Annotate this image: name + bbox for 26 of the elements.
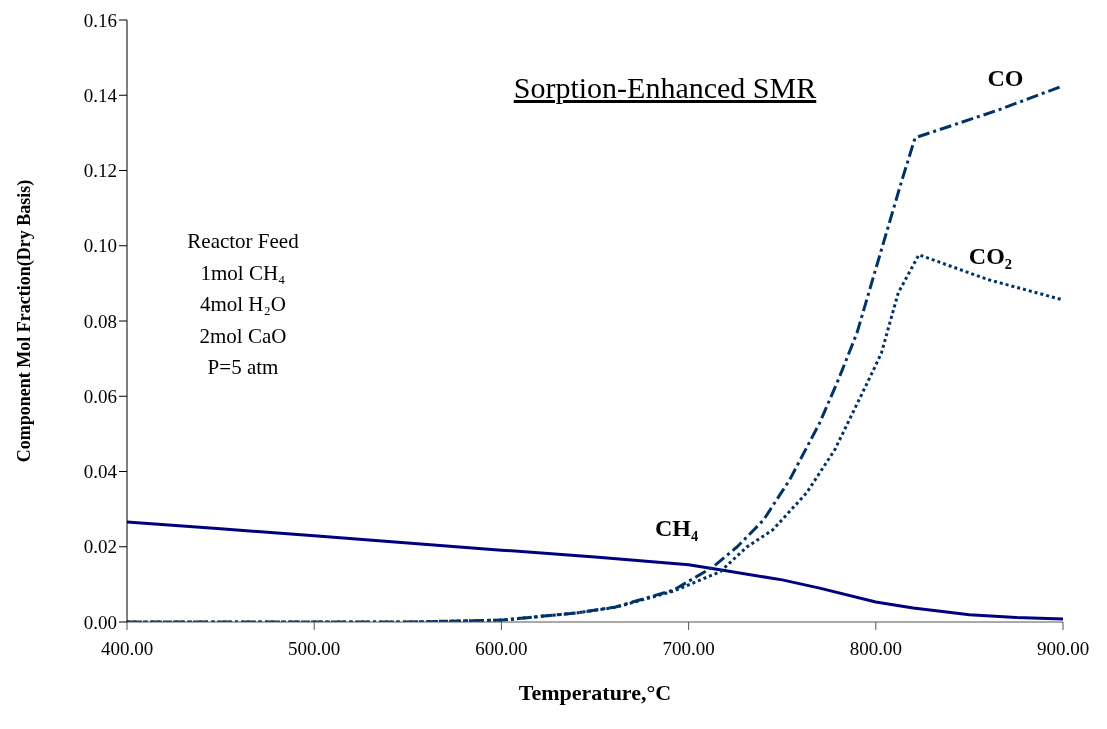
annotation: 2mol CaO [198,322,288,350]
y-tick-label: 0.12 [83,160,117,182]
x-axis-title: Temperature,°C [518,680,672,705]
x-tick-label: 700.00 [662,638,715,660]
x-tick-label: 900.00 [1036,638,1090,660]
x-tick-label: 800.00 [849,638,902,660]
annotation: 4mol H₂O [198,291,288,318]
annotation: Reactor Feed [186,228,300,255]
y-tick-label: 0.14 [83,85,118,106]
series-label: CO₂ [968,242,1013,270]
y-tick-label: 0.16 [83,9,117,31]
text: Sorption-Enhanced SMR [512,71,818,105]
y-tick-label: 0.04 [83,461,118,483]
y-axis-title: Component Mol Fraction(Dry Basis) [14,179,36,463]
y-tick-label: 0.02 [83,536,117,558]
x-tick-label: 400.00 [100,638,154,660]
y-tick-label: 0.10 [83,235,117,257]
annotation: P=5 atm [206,354,280,381]
y-tick-label: 0.00 [83,611,117,633]
series-label: CH₄ [655,514,699,542]
x-tick-label: 500.00 [288,638,341,660]
annotation: 1mol CH₄ [199,259,287,287]
series-label: CO [987,65,1024,93]
x-tick-label: 600.00 [475,638,528,660]
y-tick-label: 0.08 [83,310,117,332]
y-tick-label: 0.06 [83,385,117,407]
